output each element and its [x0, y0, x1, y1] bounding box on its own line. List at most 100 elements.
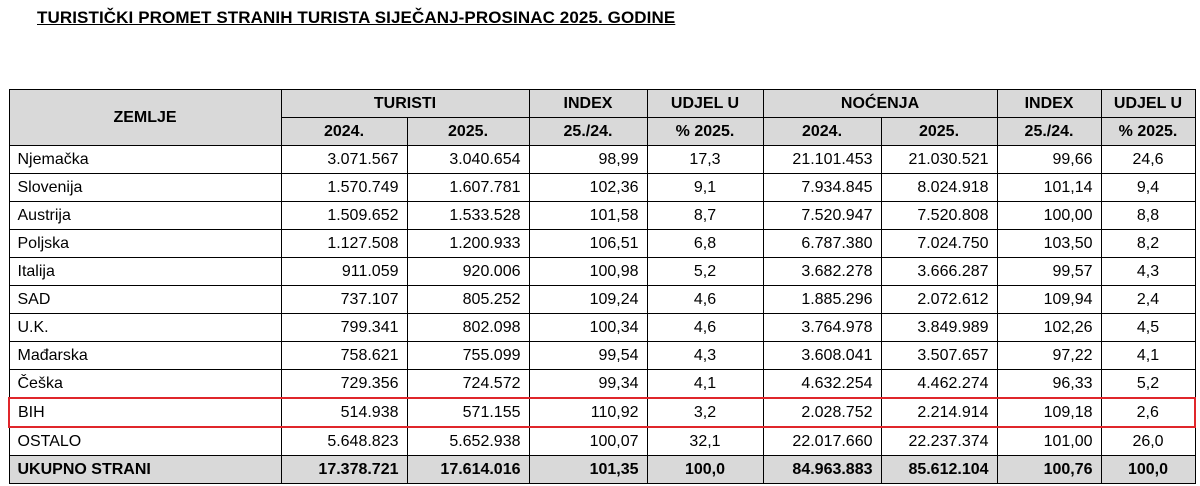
- header-zemlje: ZEMLJE: [8, 89, 282, 146]
- country-cell: Slovenija: [8, 173, 282, 202]
- turisti-2024-cell: 514.938: [280, 397, 408, 428]
- nocenja-index-cell: 101,00: [996, 426, 1102, 456]
- nocenja-2024-cell: 84.963.883: [762, 455, 882, 484]
- nocenja-share-cell: 4,1: [1100, 341, 1196, 370]
- tourism-table: ZEMLJE TURISTI INDEX UDJEL U NOĆENJA IND…: [8, 89, 1197, 484]
- total-row: UKUPNO STRANI 17.378.721 17.614.016 101,35 1…: [8, 455, 1196, 484]
- turisti-2025-cell: 724.572: [406, 369, 530, 399]
- nocenja-index-cell: 99,57: [996, 257, 1102, 286]
- country-cell: SAD: [8, 285, 282, 314]
- turisti-share-cell: 4,1: [646, 369, 764, 399]
- turisti-index-cell: 101,35: [528, 455, 648, 484]
- nocenja-2025-cell: 2.072.612: [880, 285, 998, 314]
- header-udjel-turisti: UDJEL U: [646, 89, 764, 118]
- turisti-2024-cell: 1.570.749: [280, 173, 408, 202]
- turisti-index-cell: 98,99: [528, 145, 648, 174]
- turisti-2025-cell: 3.040.654: [406, 145, 530, 174]
- header-nocenja: NOĆENJA: [762, 89, 998, 118]
- nocenja-2024-cell: 4.632.254: [762, 369, 882, 399]
- header-index-turisti: INDEX: [528, 89, 648, 118]
- turisti-2025-cell: 802.098: [406, 313, 530, 342]
- nocenja-2025-cell: 7.024.750: [880, 229, 998, 258]
- nocenja-share-cell: 4,3: [1100, 257, 1196, 286]
- table-row: Slovenija 1.570.749 1.607.781 102,36 9,1 7.93…: [8, 173, 1196, 202]
- nocenja-share-cell: 26,0: [1100, 426, 1196, 456]
- nocenja-2024-cell: 22.017.660: [762, 426, 882, 456]
- nocenja-share-cell: 8,8: [1100, 201, 1196, 230]
- nocenja-2024-cell: 21.101.453: [762, 145, 882, 174]
- turisti-2024-cell: 729.356: [280, 369, 408, 399]
- turisti-index-cell: 99,34: [528, 369, 648, 399]
- nocenja-2024-cell: 3.682.278: [762, 257, 882, 286]
- nocenja-2025-cell: 21.030.521: [880, 145, 998, 174]
- turisti-index-cell: 102,36: [528, 173, 648, 202]
- nocenja-index-cell: 109,18: [996, 397, 1102, 428]
- nocenja-share-cell: 5,2: [1100, 369, 1196, 399]
- header-index-nocenja: INDEX: [996, 89, 1102, 118]
- country-cell: Mađarska: [8, 341, 282, 370]
- table-header: ZEMLJE TURISTI INDEX UDJEL U NOĆENJA IND…: [8, 89, 1196, 146]
- nocenja-index-cell: 100,00: [996, 201, 1102, 230]
- nocenja-2024-cell: 7.934.845: [762, 173, 882, 202]
- turisti-2025-cell: 920.006: [406, 257, 530, 286]
- header-udjel-nocenja-year: % 2025.: [1100, 117, 1196, 146]
- country-cell: U.K.: [8, 313, 282, 342]
- turisti-2024-cell: 5.648.823: [280, 426, 408, 456]
- nocenja-share-cell: 9,4: [1100, 173, 1196, 202]
- table-row-highlighted: BIH 514.938 571.155 110,92 3,2 2.028.752 2.214…: [8, 397, 1197, 428]
- table-row: Austrija 1.509.652 1.533.528 101,58 8,7 7.520…: [8, 201, 1196, 230]
- header-index-turisti-period: 25./24.: [528, 117, 648, 146]
- turisti-2025-cell: 5.652.938: [406, 426, 530, 456]
- turisti-2025-cell: 1.533.528: [406, 201, 530, 230]
- nocenja-2025-cell: 85.612.104: [880, 455, 998, 484]
- nocenja-2024-cell: 3.764.978: [762, 313, 882, 342]
- header-turisti-2025: 2025.: [406, 117, 530, 146]
- turisti-2024-cell: 17.378.721: [280, 455, 408, 484]
- nocenja-2025-cell: 22.237.374: [880, 426, 998, 456]
- turisti-2024-cell: 737.107: [280, 285, 408, 314]
- nocenja-2025-cell: 3.507.657: [880, 341, 998, 370]
- turisti-index-cell: 101,58: [528, 201, 648, 230]
- turisti-2025-cell: 1.607.781: [406, 173, 530, 202]
- turisti-2024-cell: 911.059: [280, 257, 408, 286]
- nocenja-share-cell: 2,4: [1100, 285, 1196, 314]
- country-cell: Češka: [8, 369, 282, 399]
- country-cell: Austrija: [8, 201, 282, 230]
- nocenja-share-cell: 24,6: [1100, 145, 1196, 174]
- nocenja-2024-cell: 2.028.752: [762, 397, 882, 428]
- turisti-share-cell: 6,8: [646, 229, 764, 258]
- nocenja-2024-cell: 1.885.296: [762, 285, 882, 314]
- table-row: Italija 911.059 920.006 100,98 5,2 3.682.278 3…: [8, 257, 1196, 286]
- country-cell: Italija: [8, 257, 282, 286]
- country-cell: OSTALO: [8, 426, 282, 456]
- country-cell: BIH: [8, 397, 282, 428]
- turisti-index-cell: 110,92: [528, 397, 648, 428]
- turisti-2025-cell: 755.099: [406, 341, 530, 370]
- nocenja-index-cell: 102,26: [996, 313, 1102, 342]
- header-nocenja-2024: 2024.: [762, 117, 882, 146]
- turisti-2024-cell: 1.127.508: [280, 229, 408, 258]
- nocenja-2025-cell: 7.520.808: [880, 201, 998, 230]
- nocenja-2025-cell: 4.462.274: [880, 369, 998, 399]
- turisti-index-cell: 99,54: [528, 341, 648, 370]
- turisti-2024-cell: 1.509.652: [280, 201, 408, 230]
- turisti-2025-cell: 17.614.016: [406, 455, 530, 484]
- turisti-share-cell: 4,6: [646, 313, 764, 342]
- turisti-2025-cell: 1.200.933: [406, 229, 530, 258]
- page-title: TURISTIČKI PROMET STRANIH TURISTA SIJEČA…: [37, 8, 676, 27]
- table-row: Mađarska 758.621 755.099 99,54 4,3 3.608.041 3…: [8, 341, 1196, 370]
- table-row: U.K. 799.341 802.098 100,34 4,6 3.764.978 3.84…: [8, 313, 1196, 342]
- nocenja-2025-cell: 2.214.914: [880, 397, 998, 428]
- header-udjel-nocenja: UDJEL U: [1100, 89, 1196, 118]
- turisti-2024-cell: 758.621: [280, 341, 408, 370]
- table-row: SAD 737.107 805.252 109,24 4,6 1.885.296 2.072…: [8, 285, 1196, 314]
- turisti-2025-cell: 571.155: [406, 397, 530, 428]
- header-turisti: TURISTI: [280, 89, 530, 118]
- turisti-index-cell: 100,34: [528, 313, 648, 342]
- nocenja-index-cell: 101,14: [996, 173, 1102, 202]
- turisti-index-cell: 109,24: [528, 285, 648, 314]
- header-udjel-turisti-year: % 2025.: [646, 117, 764, 146]
- turisti-index-cell: 100,07: [528, 426, 648, 456]
- turisti-share-cell: 100,0: [646, 455, 764, 484]
- country-cell: UKUPNO STRANI: [8, 455, 282, 484]
